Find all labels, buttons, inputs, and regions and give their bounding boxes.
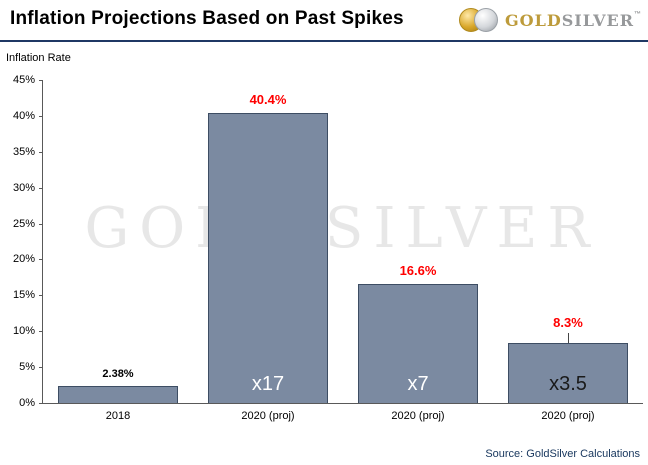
- silver-coin-icon: [473, 8, 498, 32]
- bar-multiplier-label: x3.5: [549, 373, 587, 395]
- y-tick-label: 10%: [12, 325, 35, 337]
- bar: [58, 386, 178, 403]
- bar-value-label: 2.38%: [102, 368, 134, 380]
- bar: [358, 284, 478, 403]
- goldsilver-logo: GOLDSILVER™: [458, 6, 642, 34]
- y-tick-mark: [39, 331, 43, 332]
- y-tick-label: 25%: [12, 218, 35, 230]
- y-tick-mark: [39, 403, 43, 404]
- y-tick-label: 30%: [12, 182, 35, 194]
- x-tick-label: 2020 (proj): [541, 410, 595, 422]
- x-tick-label: 2018: [105, 410, 131, 422]
- y-axis-title: Inflation Rate: [6, 52, 71, 64]
- trademark-symbol: ™: [634, 10, 642, 18]
- header: Inflation Projections Based on Past Spik…: [0, 0, 648, 42]
- watermark: GOLD SILVER: [84, 196, 600, 261]
- bar-multiplier-label: x7: [407, 373, 429, 395]
- y-tick-label: 45%: [12, 74, 35, 86]
- source-note: Source: GoldSilver Calculations: [485, 448, 640, 460]
- y-tick-label: 35%: [12, 146, 35, 158]
- plot-area: 45% 40% 35% 30% 25% 20% 15% 10% 5% 0% 2.38% 2018 40.…: [13, 74, 643, 422]
- y-tick-label: 20%: [12, 253, 35, 265]
- x-tick-label: 2020 (proj): [241, 410, 295, 422]
- y-tick-mark: [39, 259, 43, 260]
- logo-gold-text: GOLD: [504, 10, 562, 30]
- coins-icon: [458, 6, 501, 34]
- y-tick-label: 5%: [19, 361, 35, 373]
- logo-silver-text: SILVER: [561, 10, 634, 30]
- bar-value-label: 40.4%: [249, 92, 287, 107]
- logo-wordmark: GOLDSILVER™: [505, 11, 642, 30]
- bar-multiplier-label: x17: [251, 373, 285, 395]
- y-tick-label: 15%: [12, 289, 35, 301]
- bar-value-label: 8.3%: [553, 315, 583, 330]
- bar: [208, 113, 328, 403]
- y-tick-mark: [39, 80, 43, 81]
- bar-value-label: 16.6%: [399, 263, 437, 278]
- x-tick-label: 2020 (proj): [391, 410, 445, 422]
- y-tick-mark: [39, 224, 43, 225]
- bar: [508, 343, 628, 403]
- page-title: Inflation Projections Based on Past Spik…: [10, 8, 404, 29]
- y-tick-mark: [39, 367, 43, 368]
- leader-line: [568, 333, 569, 343]
- y-tick-mark: [39, 152, 43, 153]
- y-tick-mark: [39, 295, 43, 296]
- y-tick-label: 0%: [19, 397, 35, 409]
- y-tick-mark: [39, 188, 43, 189]
- y-tick-mark: [39, 116, 43, 117]
- y-tick-label: 40%: [12, 110, 35, 122]
